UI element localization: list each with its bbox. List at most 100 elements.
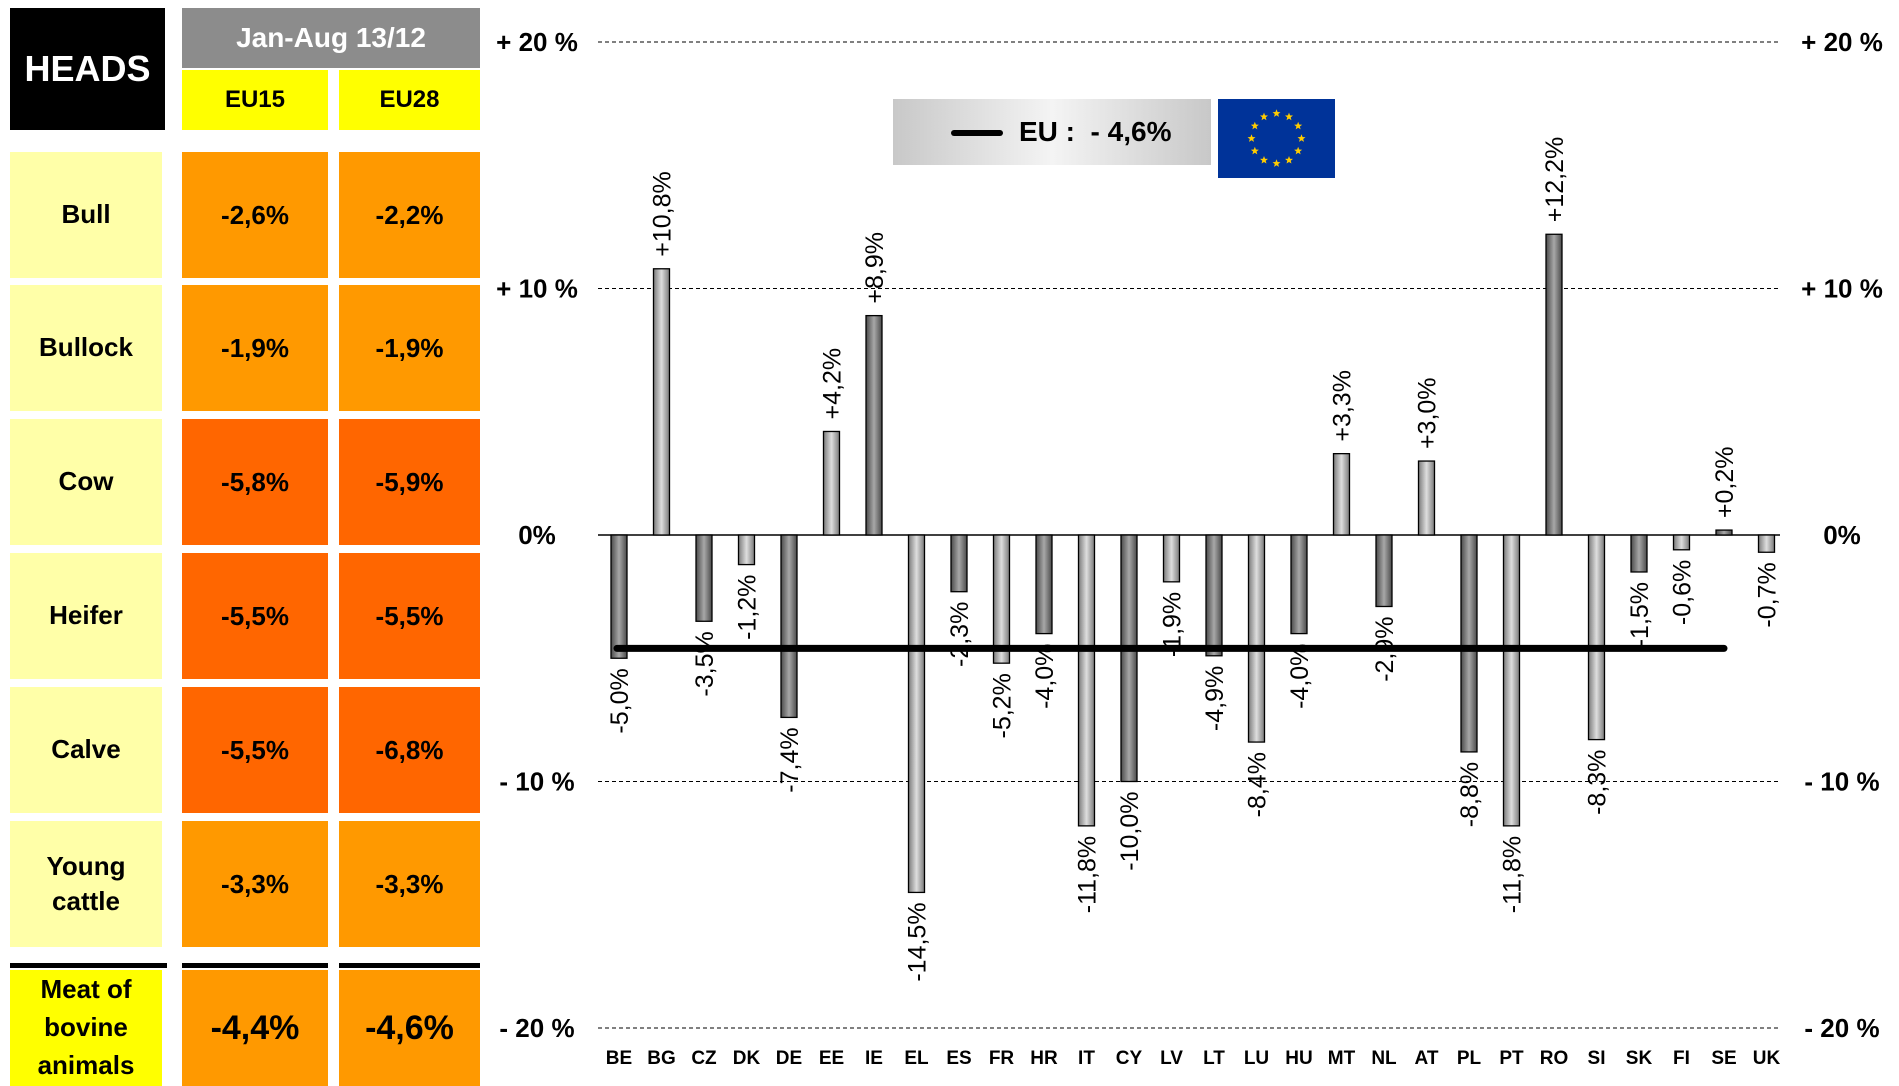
data-label: -8,4% bbox=[1244, 752, 1272, 817]
bar-cy bbox=[1120, 534, 1138, 783]
value-eu28: -5,9% bbox=[339, 419, 480, 545]
data-label: -11,8% bbox=[1499, 836, 1527, 913]
data-label: -1,5% bbox=[1626, 582, 1654, 647]
x-tick-label: FI bbox=[1673, 1048, 1690, 1069]
bar-lt bbox=[1205, 534, 1223, 657]
bar-nl bbox=[1375, 534, 1393, 608]
x-tick-label: SK bbox=[1626, 1048, 1653, 1069]
flag-star-icon bbox=[1285, 155, 1293, 164]
bar-cz bbox=[695, 534, 713, 622]
flag-star-icon bbox=[1250, 146, 1259, 155]
x-tick-label: MT bbox=[1328, 1048, 1356, 1069]
x-tick-label: IT bbox=[1078, 1048, 1095, 1069]
flag-star-icon bbox=[1260, 112, 1268, 121]
total-separator bbox=[182, 963, 328, 968]
x-tick-label: SI bbox=[1588, 1048, 1606, 1069]
flag-star-icon bbox=[1260, 155, 1268, 164]
value-eu28: -6,8% bbox=[339, 687, 480, 813]
y-tick-label-left: + 10 % bbox=[496, 274, 578, 304]
legend: EU : - 4,6% bbox=[893, 99, 1211, 165]
row-label: Calve bbox=[10, 687, 162, 813]
x-tick-label: PT bbox=[1499, 1048, 1524, 1069]
data-label: -3,5% bbox=[691, 631, 719, 696]
data-label: -14,5% bbox=[904, 902, 932, 981]
x-tick-label: LU bbox=[1244, 1048, 1269, 1069]
row-label: Bull bbox=[10, 152, 162, 278]
y-tick-label-left: - 20 % bbox=[499, 1013, 574, 1043]
x-tick-label: CY bbox=[1116, 1048, 1143, 1069]
bar-uk bbox=[1757, 534, 1776, 553]
x-tick-label: DE bbox=[776, 1048, 802, 1069]
bar-hr bbox=[1035, 534, 1053, 635]
x-tick-label: LV bbox=[1160, 1048, 1183, 1069]
total-value-eu15: -4,4% bbox=[182, 970, 328, 1086]
data-label: +4,2% bbox=[819, 348, 847, 420]
value-eu28: -2,2% bbox=[339, 152, 480, 278]
row-label: Cow bbox=[10, 419, 162, 545]
y-tick-label-right: - 20 % bbox=[1804, 1013, 1879, 1043]
data-label: +10,8% bbox=[649, 171, 677, 257]
y-tick-label-right: - 10 % bbox=[1804, 767, 1879, 797]
heads-header: HEADS bbox=[10, 8, 165, 130]
x-tick-label: RO bbox=[1540, 1048, 1569, 1069]
x-tick-label: DK bbox=[733, 1048, 761, 1069]
bar-lu bbox=[1247, 534, 1266, 743]
x-tick-label: IE bbox=[865, 1048, 883, 1069]
x-tick-label: BE bbox=[606, 1048, 632, 1069]
data-label: -0,6% bbox=[1669, 560, 1697, 625]
bar-fr bbox=[992, 534, 1011, 664]
total-separator bbox=[10, 963, 167, 968]
data-label: -5,0% bbox=[606, 668, 634, 733]
total-separator bbox=[339, 963, 480, 968]
row-label: Bullock bbox=[10, 285, 162, 411]
data-label: -5,2% bbox=[989, 673, 1017, 738]
column-header-eu28: EU28 bbox=[339, 70, 480, 130]
value-eu15: -1,9% bbox=[182, 285, 328, 411]
value-eu28: -3,3% bbox=[339, 821, 480, 947]
data-label: -0,7% bbox=[1754, 562, 1782, 627]
x-tick-label: AT bbox=[1415, 1048, 1439, 1069]
x-tick-label: LT bbox=[1203, 1048, 1225, 1069]
data-label: +8,9% bbox=[861, 232, 889, 304]
value-eu15: -3,3% bbox=[182, 821, 328, 947]
x-tick-label: FR bbox=[989, 1048, 1015, 1069]
x-tick-label: UK bbox=[1753, 1048, 1781, 1069]
x-tick-label: HR bbox=[1030, 1048, 1058, 1069]
bar-it bbox=[1077, 534, 1096, 827]
value-eu15: -5,5% bbox=[182, 687, 328, 813]
data-label: -4,0% bbox=[1286, 644, 1314, 709]
flag-star-icon bbox=[1297, 134, 1306, 142]
x-tick-label: HU bbox=[1285, 1048, 1312, 1069]
flag-star-icon bbox=[1250, 121, 1259, 130]
data-label: -4,9% bbox=[1201, 666, 1229, 731]
bar-fi bbox=[1672, 534, 1691, 551]
data-label: +3,3% bbox=[1329, 370, 1357, 442]
data-label: +3,0% bbox=[1414, 377, 1442, 449]
x-tick-label: ES bbox=[946, 1048, 971, 1069]
data-label: +0,2% bbox=[1711, 446, 1739, 518]
legend-line-swatch bbox=[951, 130, 1003, 136]
data-label: -8,3% bbox=[1584, 750, 1612, 815]
y-tick-label-right: 0% bbox=[1823, 520, 1861, 550]
bar-sk bbox=[1630, 534, 1648, 573]
column-header-eu15: EU15 bbox=[182, 70, 328, 130]
total-value-eu28: -4,6% bbox=[339, 970, 480, 1086]
bar-pt bbox=[1502, 534, 1521, 827]
flag-star-icon bbox=[1272, 109, 1281, 117]
x-tick-label: SE bbox=[1711, 1048, 1736, 1069]
x-tick-label: NL bbox=[1371, 1048, 1397, 1069]
y-tick-label-right: + 20 % bbox=[1801, 27, 1883, 57]
flag-star-icon bbox=[1272, 159, 1281, 167]
row-label: Young cattle bbox=[10, 821, 162, 947]
data-label: -2,3% bbox=[946, 602, 974, 667]
flag-star-icon bbox=[1294, 121, 1303, 130]
x-tick-label: EE bbox=[819, 1048, 844, 1069]
bar-si bbox=[1587, 534, 1606, 741]
y-tick-label-right: + 10 % bbox=[1801, 274, 1883, 304]
bar-ro bbox=[1545, 233, 1563, 536]
bar-be bbox=[610, 534, 628, 659]
x-tick-label: EL bbox=[904, 1048, 929, 1069]
value-eu28: -5,5% bbox=[339, 553, 480, 679]
y-tick-label-left: 0% bbox=[518, 520, 556, 550]
